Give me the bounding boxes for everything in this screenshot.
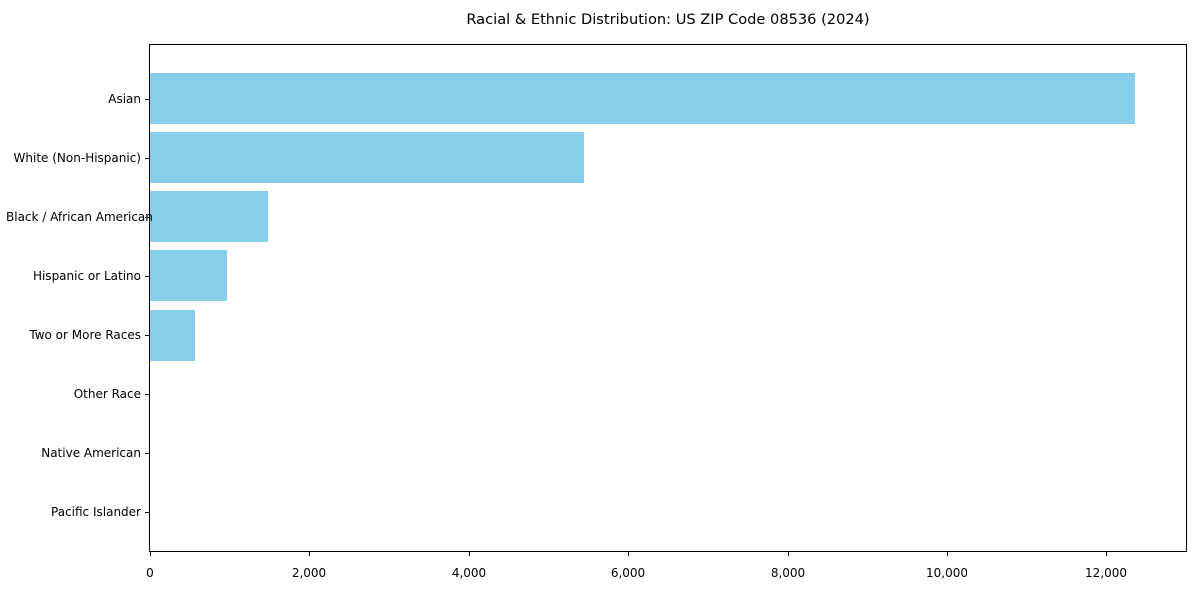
y-axis-tick (145, 453, 149, 455)
y-axis-label-asian: Asian (108, 91, 141, 106)
bar-white-non-hispanic (150, 132, 584, 184)
bar-black-african-american (150, 191, 268, 243)
bar-hispanic-or-latino (150, 250, 227, 302)
x-axis-tick-label: 2,000 (291, 566, 327, 580)
x-axis-tick-label: 12,000 (1085, 566, 1127, 580)
y-axis-tick (145, 275, 149, 277)
y-axis-tick (145, 512, 149, 514)
y-axis-tick (145, 216, 149, 218)
x-axis-tick (947, 552, 948, 556)
y-axis-label-two-or-more-races: Two or More Races (29, 328, 141, 343)
y-axis-tick (145, 157, 149, 159)
x-axis-tick (628, 552, 629, 556)
y-axis-label-pacific-islander: Pacific Islander (51, 505, 141, 520)
x-axis-tick (309, 552, 310, 556)
bar-asian (150, 73, 1135, 125)
y-axis-tick (145, 335, 149, 337)
y-axis-label-white-non-hispanic: White (Non-Hispanic) (13, 150, 141, 165)
plot-area (149, 44, 1187, 552)
y-axis-tick (145, 394, 149, 396)
y-axis-tick (145, 98, 149, 100)
x-axis-tick-label: 8,000 (770, 566, 806, 580)
y-axis-label-other-race: Other Race (73, 387, 141, 402)
bar-two-or-more-races (150, 309, 195, 361)
chart-title: Racial & Ethnic Distribution: US ZIP Cod… (466, 11, 870, 28)
x-axis-tick (150, 552, 151, 556)
x-axis-tick-label: 6,000 (610, 566, 646, 580)
y-axis-label-black-african-american: Black / African American (6, 209, 153, 224)
x-axis-tick (788, 552, 789, 556)
y-axis-label-native-american: Native American (41, 446, 141, 461)
y-axis-label-hispanic-or-latino: Hispanic or Latino (32, 268, 141, 283)
x-axis-tick-label: 4,000 (451, 566, 487, 580)
x-axis-tick (469, 552, 470, 556)
x-axis-tick (1106, 552, 1107, 556)
x-axis-tick-label: 10,000 (926, 566, 968, 580)
x-axis-tick-label: 0 (146, 566, 154, 580)
